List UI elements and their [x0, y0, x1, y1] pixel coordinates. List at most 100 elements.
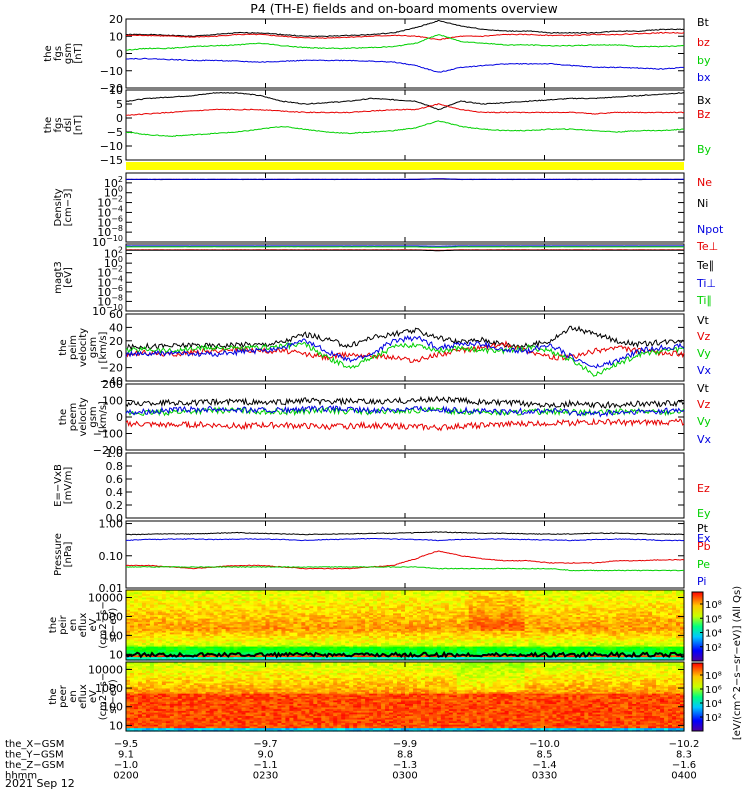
- heatmap-cell: [381, 625, 386, 628]
- heatmap-cell: [233, 632, 239, 635]
- heatmap-cell: [385, 598, 390, 602]
- heatmap-cell: [173, 644, 179, 647]
- heatmap-cell: [257, 621, 263, 624]
- heatmap-cell: [157, 616, 163, 619]
- heatmap-cell: [321, 644, 326, 647]
- heatmap-cell: [377, 598, 382, 602]
- heatmap-cell: [321, 640, 326, 644]
- heatmap-cell: [257, 637, 263, 640]
- heatmap-cell: [145, 621, 151, 624]
- heatmap-cell: [309, 640, 314, 644]
- heatmap-cell: [165, 619, 171, 623]
- legend-entry: Ex: [697, 532, 711, 545]
- heatmap-cell: [157, 628, 163, 631]
- heatmap-cell: [281, 639, 287, 642]
- heatmap-cell: [173, 605, 179, 609]
- heatmap-cell: [293, 658, 298, 661]
- heatmap-cell: [213, 656, 219, 659]
- heatmap-cell: [285, 591, 291, 595]
- heatmap-cell: [349, 646, 354, 649]
- heatmap-cell: [325, 621, 330, 624]
- heatmap-cell: [341, 598, 346, 602]
- heatmap-cell: [229, 600, 235, 603]
- heatmap-cell: [349, 614, 354, 617]
- heatmap-cell: [161, 633, 167, 637]
- heatmap-cell: [281, 597, 287, 600]
- heatmap-cell: [389, 628, 394, 631]
- heatmap-cell: [249, 619, 255, 623]
- heatmap-cell: [157, 651, 163, 654]
- heatmap-cell: [289, 654, 294, 658]
- y-tick-exponent: 0: [118, 255, 123, 264]
- heatmap-cell: [213, 609, 219, 612]
- heatmap-cell: [293, 623, 298, 626]
- heatmap-cell: [197, 604, 203, 607]
- heatmap-cell: [201, 623, 207, 626]
- heatmap-cell: [217, 637, 223, 640]
- y-tick-label: 100: [102, 395, 123, 408]
- heatmap-cell: [277, 656, 283, 659]
- heatmap-cell: [157, 609, 163, 612]
- heatmap-cell: [393, 632, 398, 635]
- heatmap-cell: [277, 649, 283, 652]
- heatmap-cell: [165, 640, 171, 644]
- heatmap-cell: [149, 621, 155, 624]
- heatmap-cell: [321, 600, 326, 603]
- heatmap-cell: [169, 619, 175, 623]
- heatmap-cell: [345, 651, 350, 654]
- heatmap-cell: [377, 626, 382, 630]
- heatmap-cell: [205, 614, 211, 617]
- heatmap-cell: [209, 600, 215, 603]
- heatmap-cell: [353, 642, 358, 645]
- heatmap-cell: [137, 658, 143, 661]
- heatmap-cell: [381, 611, 386, 614]
- heatmap-cell: [277, 642, 283, 645]
- heatmap-cell: [309, 658, 314, 661]
- heatmap-cell: [133, 635, 139, 638]
- heatmap-cell: [197, 642, 203, 645]
- heatmap-cell: [209, 607, 215, 610]
- heatmap-cell: [173, 630, 179, 633]
- heatmap-cell: [137, 640, 143, 644]
- heatmap-cell: [361, 611, 366, 614]
- heatmap-cell: [345, 621, 350, 624]
- heatmap-cell: [325, 626, 330, 630]
- heatmap-cell: [337, 590, 342, 593]
- heatmap-cell: [285, 602, 291, 605]
- heatmap-cell: [181, 646, 187, 649]
- heatmap-cell: [145, 607, 151, 610]
- heatmap-cell: [126, 614, 131, 617]
- heatmap-cell: [201, 602, 207, 605]
- heatmap-cell: [133, 616, 139, 619]
- heatmap-cell: [293, 628, 298, 631]
- heatmap-cell: [285, 628, 291, 631]
- heatmap-cell: [353, 593, 358, 596]
- heatmap-cell: [133, 639, 139, 642]
- heatmap-cell: [217, 607, 223, 610]
- heatmap-cell: [289, 626, 294, 630]
- heatmap-cell: [225, 591, 231, 595]
- heatmap-cell: [297, 611, 302, 614]
- heatmap-cell: [305, 646, 310, 649]
- heatmap-cell: [161, 602, 167, 605]
- heatmap-cell: [245, 619, 251, 623]
- heatmap-cell: [249, 595, 255, 598]
- heatmap-cell: [253, 639, 259, 642]
- heatmap-cell: [289, 625, 294, 628]
- heatmap-cell: [249, 628, 255, 631]
- heatmap-cell: [257, 611, 263, 614]
- heatmap-cell: [177, 628, 183, 631]
- heatmap-cell: [361, 654, 366, 658]
- heatmap-cell: [357, 614, 362, 617]
- heatmap-cell: [126, 651, 131, 654]
- heatmap-cell: [169, 618, 175, 621]
- heatmap-cell: [157, 607, 163, 610]
- heatmap-cell: [393, 658, 398, 661]
- heatmap-cell: [129, 602, 135, 605]
- panel-peim-velocity: 6040200−20−40thepeimvelocitygsm[km/s]VtV…: [58, 308, 712, 388]
- heatmap-cell: [381, 647, 386, 651]
- heatmap-cell: [189, 614, 195, 617]
- heatmap-cell: [345, 591, 350, 595]
- heatmap-cell: [281, 602, 287, 605]
- heatmap-cell: [285, 644, 291, 647]
